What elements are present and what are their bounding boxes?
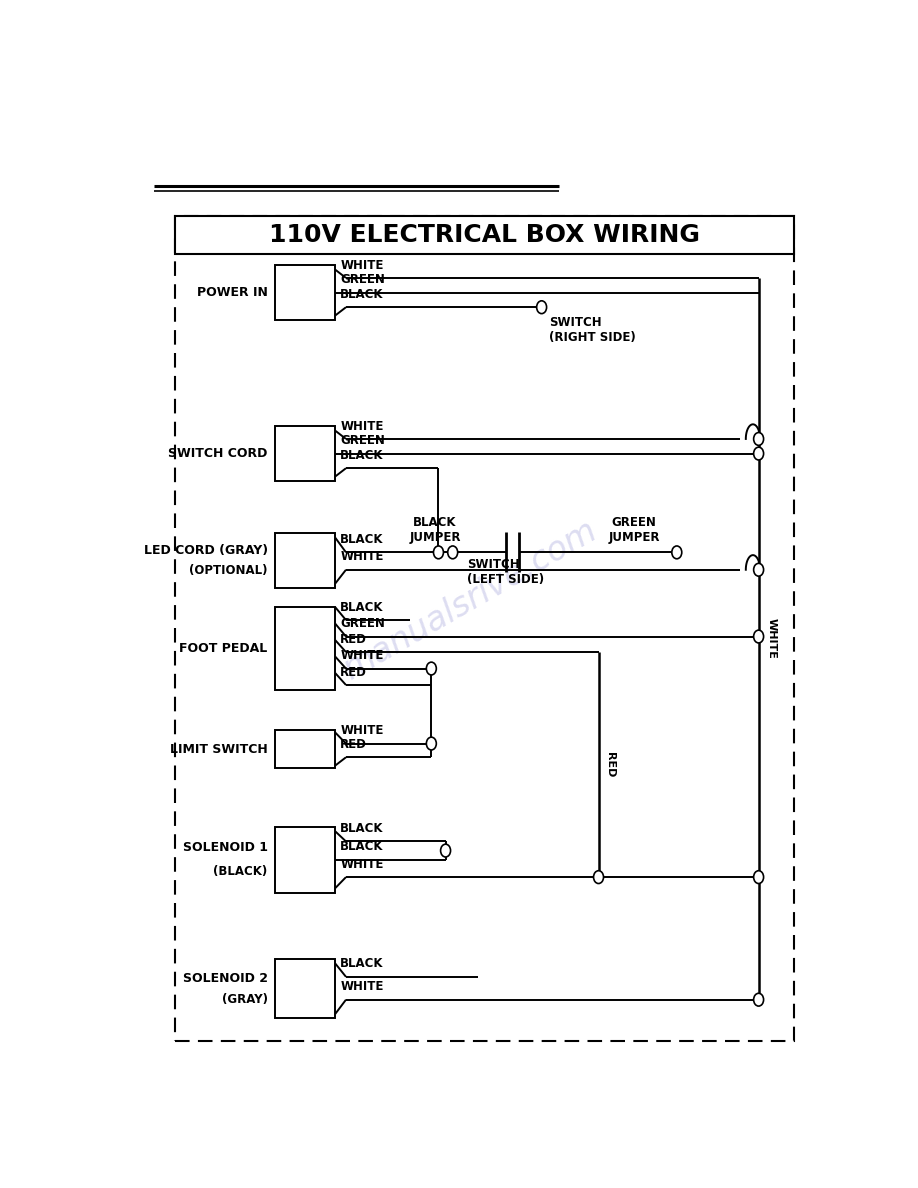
Text: BLACK: BLACK <box>341 601 384 614</box>
Text: WHITE: WHITE <box>341 725 384 737</box>
Circle shape <box>537 301 546 314</box>
Text: manualsrive.com: manualsrive.com <box>338 513 603 687</box>
Text: RED: RED <box>341 738 367 751</box>
Bar <box>175 216 794 1041</box>
Bar <box>274 729 335 769</box>
Text: FOOT PEDAL: FOOT PEDAL <box>179 642 268 655</box>
Bar <box>175 216 794 254</box>
Text: SWITCH
(RIGHT SIDE): SWITCH (RIGHT SIDE) <box>549 316 635 345</box>
Text: BLACK: BLACK <box>341 449 384 462</box>
Text: SWITCH CORD: SWITCH CORD <box>168 447 268 460</box>
Text: SWITCH
(LEFT SIDE): SWITCH (LEFT SIDE) <box>467 558 544 586</box>
Text: BLACK
JUMPER: BLACK JUMPER <box>409 516 461 544</box>
Bar <box>274 607 335 689</box>
Text: SOLENOID 1: SOLENOID 1 <box>183 841 268 854</box>
Text: (OPTIONAL): (OPTIONAL) <box>189 564 268 577</box>
Bar <box>274 426 335 481</box>
Text: WHITE: WHITE <box>341 259 384 272</box>
Text: GREEN
JUMPER: GREEN JUMPER <box>609 516 660 544</box>
Text: WHITE: WHITE <box>341 980 384 993</box>
Text: POWER IN: POWER IN <box>196 286 268 299</box>
Text: RED: RED <box>341 633 367 646</box>
Circle shape <box>594 871 603 884</box>
Text: BLACK: BLACK <box>341 533 384 546</box>
Text: LIMIT SWITCH: LIMIT SWITCH <box>170 742 268 756</box>
Circle shape <box>754 630 764 643</box>
Circle shape <box>754 993 764 1006</box>
Circle shape <box>426 737 436 750</box>
Text: WHITE: WHITE <box>341 550 384 563</box>
Text: GREEN: GREEN <box>341 617 386 630</box>
Circle shape <box>433 546 443 558</box>
Text: BLACK: BLACK <box>341 840 384 853</box>
Text: BLACK: BLACK <box>341 287 384 301</box>
Circle shape <box>754 432 764 446</box>
Text: BLACK: BLACK <box>341 958 384 971</box>
Circle shape <box>441 845 451 857</box>
Text: 110V ELECTRICAL BOX WIRING: 110V ELECTRICAL BOX WIRING <box>269 223 700 247</box>
Text: WHITE: WHITE <box>341 649 384 662</box>
Text: RED: RED <box>605 752 615 777</box>
Text: GREEN: GREEN <box>341 273 386 286</box>
Text: BLACK: BLACK <box>341 822 384 835</box>
Text: GREEN: GREEN <box>341 434 386 447</box>
Bar <box>274 959 335 1018</box>
Circle shape <box>754 447 764 460</box>
Circle shape <box>426 662 436 675</box>
Bar <box>274 827 335 892</box>
Text: LED CORD (GRAY): LED CORD (GRAY) <box>143 544 268 557</box>
Bar <box>274 265 335 320</box>
Text: SOLENOID 2: SOLENOID 2 <box>183 972 268 985</box>
Circle shape <box>448 546 458 558</box>
Circle shape <box>672 546 682 558</box>
Text: WHITE: WHITE <box>341 858 384 871</box>
Bar <box>274 533 335 588</box>
Text: WHITE: WHITE <box>341 419 384 432</box>
Text: (BLACK): (BLACK) <box>214 865 268 878</box>
Text: (GRAY): (GRAY) <box>222 993 268 1006</box>
Circle shape <box>754 871 764 884</box>
Circle shape <box>754 563 764 576</box>
Text: RED: RED <box>341 665 367 678</box>
Text: WHITE: WHITE <box>767 619 777 659</box>
